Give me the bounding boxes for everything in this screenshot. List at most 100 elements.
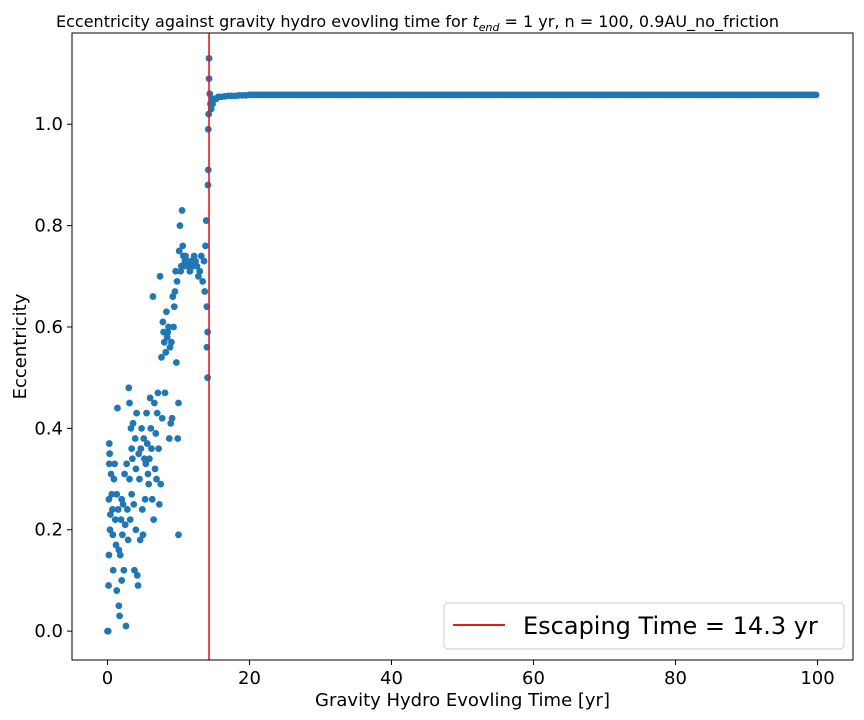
data-point [119,531,126,539]
data-point [199,277,207,285]
data-point [153,475,160,483]
y-tick-label: 0.0 [34,621,63,642]
data-point [105,582,112,589]
data-point [132,465,140,473]
data-point [121,521,129,529]
title-variable: t [472,12,479,31]
data-point [118,577,126,584]
data-point [140,435,148,442]
data-point [175,531,182,539]
legend-box [443,602,845,650]
data-point [129,419,137,427]
data-point [174,435,182,442]
data-point [164,328,172,336]
data-point [143,409,150,417]
data-point [115,602,123,610]
scatter-points [104,54,820,635]
data-point [201,288,209,295]
data-point [123,460,131,468]
data-point [172,267,180,275]
data-point [157,480,165,488]
data-point [144,470,152,478]
data-point [162,348,170,356]
data-point [143,440,151,447]
data-point [145,480,153,488]
data-point [134,582,142,589]
data-point [158,354,165,361]
data-point [159,318,167,326]
data-point [107,470,115,478]
y-tick-label: 0.8 [34,216,63,237]
data-point [105,551,113,559]
y-tick-label: 1.0 [34,114,63,135]
data-point [204,328,212,336]
data-point [133,409,141,417]
data-point [124,536,132,544]
data-point [110,475,118,483]
data-point [148,445,155,453]
title-subscript: end [479,21,501,34]
data-point [163,308,170,316]
data-point [126,516,134,523]
data-point [113,587,121,594]
data-point [126,475,133,483]
data-point [141,495,149,503]
data-point [123,506,131,513]
data-point [155,445,163,453]
data-point [131,435,139,442]
data-point [171,288,179,295]
x-axis-ticks: 0 20 40 60 80 100 [102,660,835,689]
data-point [168,414,176,422]
data-point [117,516,125,523]
data-point [202,242,209,250]
data-point [136,475,143,483]
data-point [204,181,212,189]
data-point [151,465,159,473]
data-point [172,359,180,366]
data-point [170,303,178,311]
data-point [109,531,117,539]
x-axis-label: Gravity Hydro Evovling Time [yr] [315,690,610,711]
data-point [142,460,150,468]
data-point [133,571,141,579]
data-point [119,500,127,508]
data-point [137,445,145,453]
data-point [111,460,118,468]
data-point [197,252,205,260]
data-point [150,399,158,407]
data-point [106,450,114,458]
data-point [130,500,138,508]
data-point [147,424,155,432]
data-point [116,612,123,620]
x-tick-label: 0 [102,668,113,689]
data-point [175,247,183,255]
data-point [158,414,166,422]
data-point [175,399,182,407]
data-point [202,217,210,224]
data-point [132,526,140,534]
data-point [112,541,120,549]
data-point [152,430,160,437]
data-point [131,566,138,574]
data-point [111,516,119,523]
data-point [105,440,113,447]
title-suffix: = 1 yr, n = 100, 0.9AU_no_friction [499,12,779,32]
data-point [105,460,113,468]
data-point [204,374,212,382]
data-point [122,622,130,630]
data-point [186,267,194,275]
y-tick-label: 0.4 [34,418,63,439]
data-point [168,338,175,346]
data-point [170,323,177,331]
data-point [138,424,145,432]
data-point [120,566,128,574]
data-point [161,389,169,397]
data-point [150,516,158,523]
data-point [193,262,201,270]
data-point [173,277,181,285]
x-tick-label: 40 [380,668,403,689]
y-tick-label: 0.6 [34,317,63,338]
data-point [109,506,116,513]
y-axis-label: Eccentricity [10,293,31,399]
